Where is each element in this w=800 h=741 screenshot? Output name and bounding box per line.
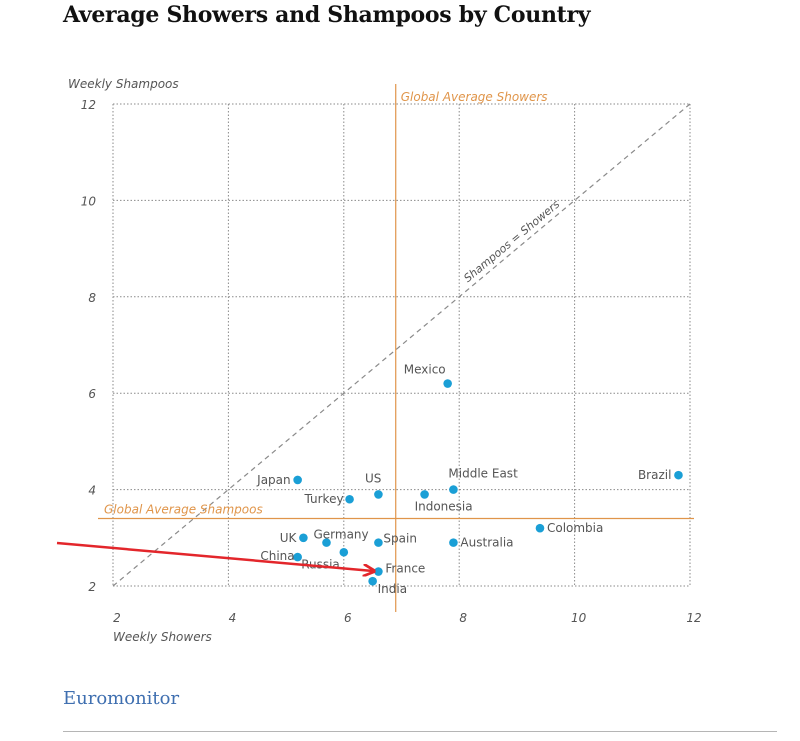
data-point-colombia[interactable] (535, 523, 545, 533)
point-label-turkey: Turkey (304, 492, 344, 506)
data-point-germany[interactable] (322, 538, 331, 547)
y-tick-label: 4 (88, 484, 96, 498)
global-average-shampoos-label: Global Average Shampoos (104, 503, 263, 517)
global-average-showers-label: Global Average Showers (401, 90, 548, 104)
point-label-china: China (260, 549, 294, 563)
data-point-china[interactable] (293, 552, 302, 562)
data-point-russia[interactable] (339, 547, 349, 557)
annotations (56, 541, 373, 571)
point-label-japan: Japan (256, 473, 290, 487)
x-tick-label: 10 (571, 611, 587, 625)
diagonal-label: Shampoos = Showers (461, 198, 562, 285)
point-label-france: France (385, 562, 425, 576)
y-tick-label: 10 (81, 194, 97, 208)
axis-ticks: 2 4 6 8 10 12 2 4 6 8 10 12 Weekly Shampoos Weekly Sh… (68, 77, 702, 644)
point-label-colombia: Colombia (547, 521, 603, 535)
chart-title: Average Showers and Shampoos by Country (63, 2, 591, 28)
point-label-india: India (378, 582, 407, 596)
y-tick-label: 12 (81, 98, 96, 112)
point-label-brazil: Brazil (638, 468, 672, 482)
data-point-brazil[interactable] (674, 470, 683, 480)
point-label-germany: Germany (313, 528, 368, 542)
x-tick-label: 8 (459, 611, 467, 625)
data-point-india[interactable] (368, 576, 377, 586)
data-point-uk[interactable] (299, 533, 308, 543)
x-tick-label: 12 (686, 611, 701, 625)
data-point-australia[interactable] (449, 538, 458, 547)
x-tick-label: 4 (229, 611, 237, 625)
data-points: Mexico Japan US Turkey Middle East Indonesia B… (256, 363, 683, 596)
y-axis-title: Weekly Shampoos (68, 77, 179, 91)
divider (63, 731, 777, 732)
point-label-australia: Australia (460, 536, 513, 550)
x-axis-title: Weekly Showers (113, 630, 212, 644)
data-point-turkey[interactable] (345, 494, 354, 504)
data-point-us[interactable] (374, 490, 383, 499)
y-tick-label: 2 (88, 580, 96, 594)
highlight-arrow (56, 541, 373, 571)
data-point-indonesia[interactable] (420, 490, 429, 499)
x-tick-label: 2 (113, 611, 121, 625)
data-point-middle-east[interactable] (449, 485, 458, 494)
point-label-spain: Spain (383, 532, 417, 546)
y-tick-label: 8 (88, 291, 96, 305)
x-tick-label: 6 (344, 611, 352, 625)
grid-lines (112, 103, 691, 587)
point-label-middle-east: Middle East (448, 467, 518, 481)
data-point-japan[interactable] (293, 475, 302, 485)
point-label-indonesia: Indonesia (415, 499, 473, 513)
data-point-mexico[interactable] (443, 379, 452, 388)
y-tick-label: 6 (88, 387, 96, 401)
point-label-mexico: Mexico (404, 363, 446, 377)
point-label-us: US (365, 471, 381, 485)
source-link[interactable]: Euromonitor (63, 688, 180, 709)
point-label-uk: UK (280, 531, 298, 545)
data-point-france[interactable] (374, 567, 383, 576)
data-point-spain[interactable] (374, 538, 383, 547)
